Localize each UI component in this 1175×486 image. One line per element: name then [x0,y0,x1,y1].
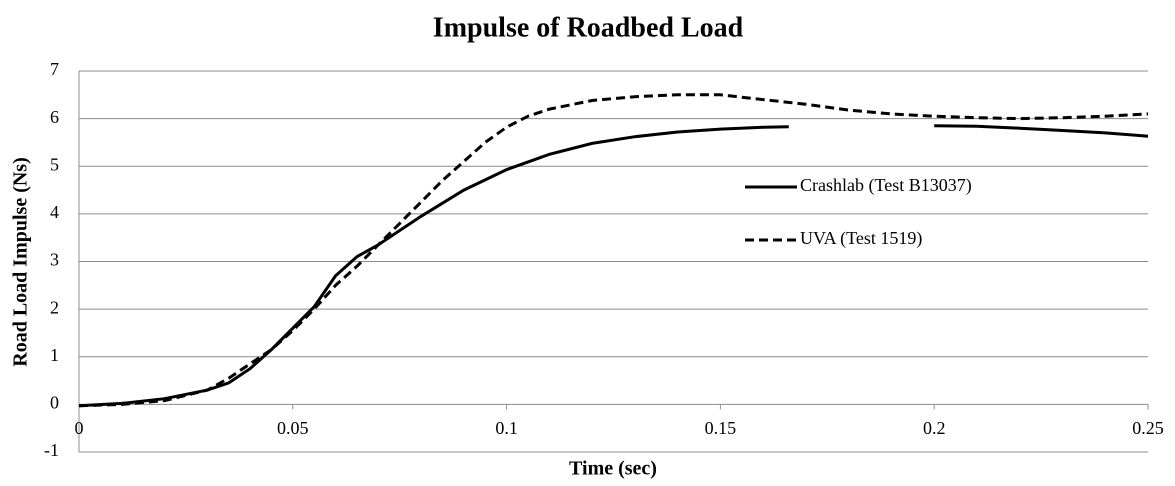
y-tick-label: 2 [50,297,59,317]
series-line [78,124,1149,408]
legend-label: UVA (Test 1519) [800,228,922,249]
y-tick-label: 3 [50,250,59,270]
y-tick-label: 1 [50,345,59,365]
x-tick-label: 0.1 [495,418,518,438]
x-tick-label: 0.15 [705,418,737,438]
y-tick-label: -1 [44,440,59,460]
x-tick-label: 0.05 [277,418,309,438]
y-tick-label: 7 [50,59,59,79]
x-tick-label: 0.25 [1132,418,1164,438]
y-tick-label: 6 [50,107,59,127]
y-tick-label: 5 [50,154,59,174]
y-tick-label: 0 [50,393,59,413]
chart-title: Impulse of Roadbed Load [433,12,744,43]
legend-label: Crashlab (Test B13037) [800,175,972,196]
series-line [78,93,1149,408]
y-axis-title: Road Load Impulse (Ns) [10,157,32,366]
x-axis-title: Time (sec) [569,458,657,480]
y-tick-label: 4 [50,202,59,222]
x-tick-label: 0 [75,418,84,438]
x-tick-label: 0.2 [923,418,946,438]
